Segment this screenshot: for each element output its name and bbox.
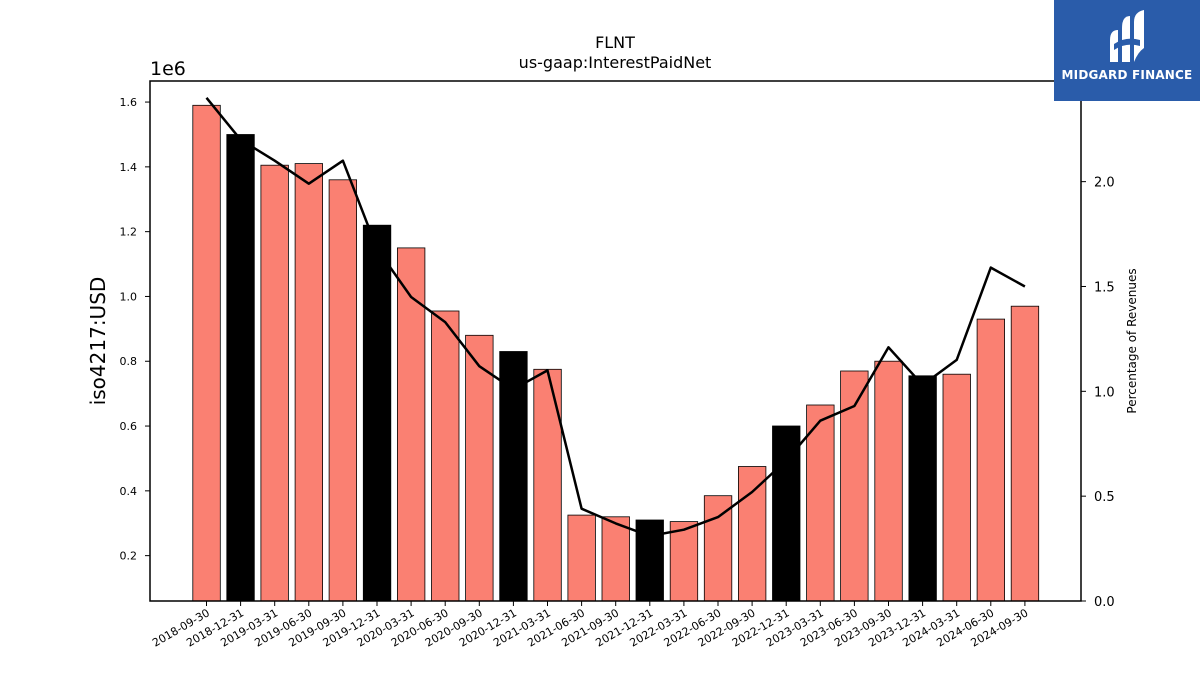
bars-layer (192, 104, 1040, 602)
y2-tick-label: 0.5 (1094, 490, 1115, 505)
bar-2020-03-31 (396, 247, 426, 602)
y-tick-label: 0.6 (120, 420, 138, 433)
chart-title: FLNT (595, 33, 635, 52)
bar-2023-09-30 (874, 360, 903, 602)
bar-2021-06-30 (567, 514, 596, 602)
bar-2022-09-30 (738, 466, 767, 602)
bar-2023-12-31 (908, 375, 937, 602)
logo-text: MIDGARD FINANCE (1061, 68, 1193, 82)
bar-2020-09-30 (465, 334, 494, 602)
y-tick-label: 0.2 (120, 550, 138, 563)
bar-2022-12-31 (772, 425, 801, 602)
bar-2018-12-31 (226, 134, 255, 602)
chart-subtitle: us-gaap:InterestPaidNet (519, 53, 712, 72)
line-layer (205, 97, 1026, 538)
bar-2021-09-30 (601, 516, 630, 602)
y-offset-label: 1e6 (150, 58, 186, 80)
midgard-logo-icon (1110, 10, 1144, 62)
percentage-line (205, 97, 1026, 538)
y-tick-label: 1.4 (120, 161, 138, 174)
bar-2018-09-30 (192, 104, 221, 602)
y-tick-label: 0.4 (120, 485, 138, 498)
y-axis-label: iso4217:USD (86, 277, 110, 406)
bar-2024-03-31 (942, 373, 971, 602)
bar-2020-06-30 (431, 310, 460, 602)
midgard-finance-logo: MIDGARD FINANCE (1054, 0, 1200, 101)
y-tick-label: 1.0 (120, 290, 138, 303)
bar-2019-06-30 (294, 163, 324, 602)
bar-2019-09-30 (328, 179, 358, 602)
bar-2020-12-31 (499, 351, 528, 602)
bar-2024-06-30 (976, 318, 1005, 602)
bar-2019-12-31 (362, 224, 392, 602)
y2-tick-label: 0.0 (1094, 595, 1115, 610)
bar-2022-03-31 (669, 521, 699, 602)
y-tick-label: 0.8 (120, 355, 138, 368)
y2-axis-label: Percentage of Revenues (1125, 268, 1139, 413)
bar-2022-06-30 (703, 495, 733, 602)
bar-2019-03-31 (260, 164, 289, 602)
bar-2021-03-31 (533, 368, 562, 602)
y-tick-label: 1.6 (120, 96, 138, 109)
y-tick-label: 1.2 (120, 226, 138, 239)
bar-2024-09-30 (1010, 305, 1040, 602)
y2-tick-label: 1.0 (1094, 385, 1115, 400)
y2-tick-label: 1.5 (1094, 280, 1115, 295)
y2-tick-label: 2.0 (1094, 176, 1115, 191)
bar-2023-03-31 (806, 404, 835, 602)
